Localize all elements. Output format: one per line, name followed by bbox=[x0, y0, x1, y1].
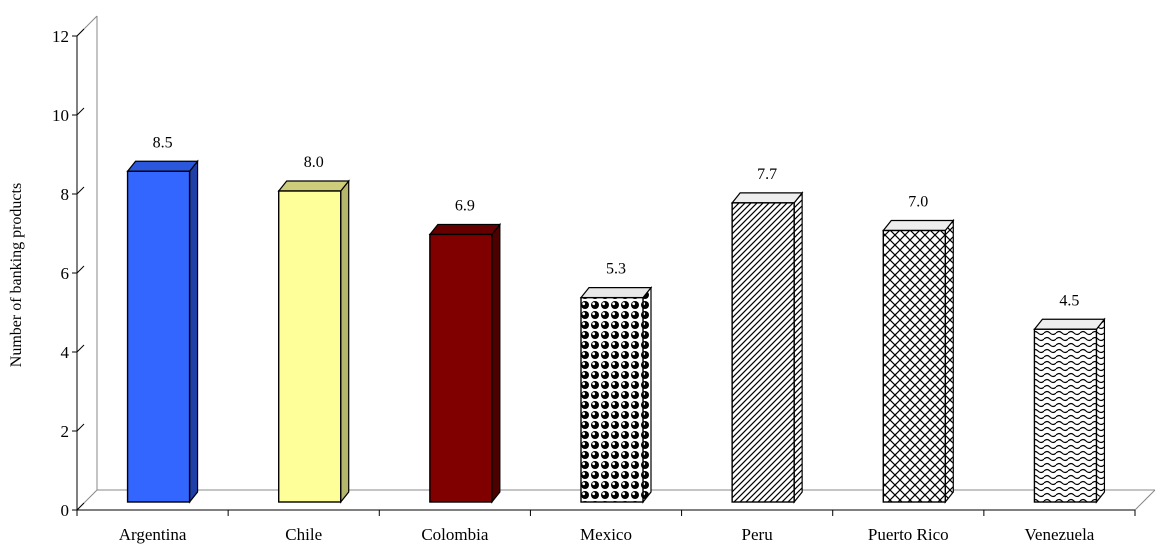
bar-front bbox=[731, 202, 795, 503]
bar-side bbox=[188, 159, 199, 504]
bars: 8.5 8.0 6.9 5.3 7.7 7.0 4.5 bbox=[126, 134, 1106, 504]
y-tick-label: 10 bbox=[52, 106, 69, 125]
bar-side bbox=[793, 191, 803, 504]
bar-top bbox=[579, 287, 653, 299]
bar-top bbox=[882, 219, 955, 232]
category-label: Venezuela bbox=[1025, 525, 1095, 544]
data-label: 8.0 bbox=[304, 154, 324, 171]
bar-venezuela: 4.5 bbox=[1033, 292, 1106, 504]
x-axis-labels: Argentina Chile Colombia Mexico Peru Puerto R… bbox=[76, 510, 1136, 544]
y-tick-depth bbox=[76, 107, 85, 116]
bar-top bbox=[730, 192, 804, 204]
y-tick-label: 2 bbox=[61, 422, 70, 441]
y-tick-depth bbox=[76, 502, 85, 511]
y-tick-label: 6 bbox=[61, 264, 70, 283]
bar-side bbox=[340, 179, 350, 504]
y-axis-ticks: 0 2 4 6 8 10 12 bbox=[52, 27, 85, 520]
y-tick-depth bbox=[76, 344, 85, 353]
data-label: 4.5 bbox=[1059, 292, 1079, 309]
y-tick-depth bbox=[76, 265, 85, 274]
data-label: 7.7 bbox=[757, 166, 777, 183]
category-label: Mexico bbox=[580, 525, 632, 544]
data-label: 8.5 bbox=[153, 134, 173, 151]
data-label: 6.9 bbox=[455, 197, 475, 214]
bar-side bbox=[491, 222, 501, 504]
category-label: Puerto Rico bbox=[868, 525, 949, 544]
bar-puerto-rico: 7.0 bbox=[882, 194, 955, 504]
bar-front bbox=[882, 229, 946, 503]
data-label: 5.3 bbox=[606, 261, 626, 278]
bar-side bbox=[944, 218, 954, 504]
y-tick-depth bbox=[76, 186, 85, 195]
bar-top bbox=[428, 223, 502, 236]
bar-argentina: 8.5 bbox=[126, 134, 199, 504]
bar-top bbox=[1033, 318, 1106, 330]
bar-side bbox=[642, 285, 652, 504]
category-label: Argentina bbox=[119, 525, 187, 544]
bar-mexico: 5.3 bbox=[579, 261, 653, 504]
category-label: Colombia bbox=[421, 525, 489, 544]
bar-top bbox=[277, 180, 350, 192]
y-tick-label: 0 bbox=[61, 501, 70, 520]
category-label: Peru bbox=[742, 525, 774, 544]
bar-front bbox=[126, 170, 191, 503]
y-tick-depth bbox=[76, 423, 85, 432]
bar-front bbox=[1033, 328, 1098, 503]
bar-front bbox=[580, 296, 644, 503]
y-tick-label: 4 bbox=[61, 343, 70, 362]
bar-colombia: 6.9 bbox=[428, 197, 502, 504]
bar-side bbox=[1095, 317, 1106, 504]
bar-front bbox=[278, 190, 342, 503]
bar-top bbox=[126, 160, 199, 172]
category-label: Chile bbox=[285, 525, 322, 544]
y-axis-title: Number of banking products bbox=[8, 183, 25, 367]
data-label: 7.0 bbox=[908, 194, 928, 211]
bar-front bbox=[429, 233, 493, 503]
y-tick-label: 8 bbox=[61, 185, 70, 204]
y-tick-depth bbox=[76, 28, 85, 37]
bar-chile: 8.0 bbox=[277, 154, 350, 504]
y-tick-label: 12 bbox=[52, 27, 69, 46]
bar-peru: 7.7 bbox=[730, 166, 804, 504]
